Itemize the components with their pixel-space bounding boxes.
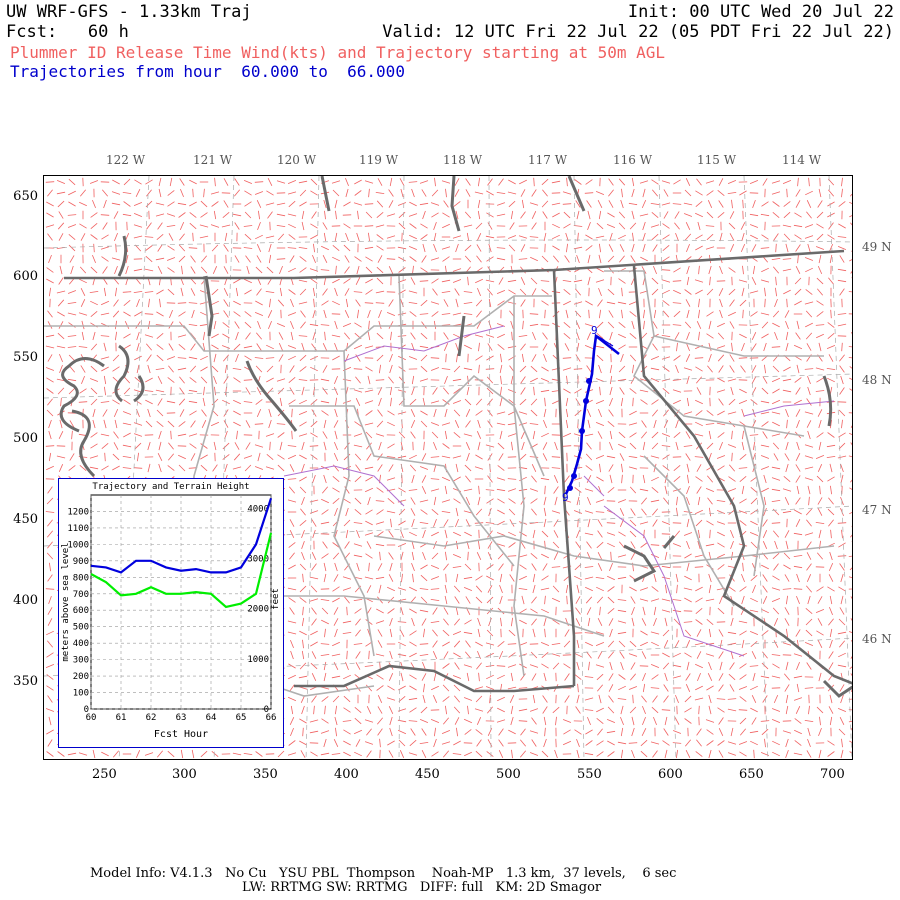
- wind-barbs-layer: [45, 177, 852, 759]
- lat-label: 49 N: [862, 240, 892, 254]
- inset-x-tick-label: 66: [266, 713, 277, 723]
- lat-label: 46 N: [862, 632, 892, 646]
- y-tick: 550: [13, 350, 38, 365]
- inset-y-tick-label: 400: [73, 639, 89, 649]
- model-title: UW WRF-GFS - 1.33km Traj: [6, 2, 252, 22]
- lon-label: 118 W: [443, 153, 483, 167]
- trajectory-start-marker: 9: [562, 491, 569, 504]
- inset-canvas: Trajectory and Terrain Height 1200 1100 10…: [61, 482, 281, 740]
- inset-title: Trajectory and Terrain Height: [92, 482, 249, 492]
- model-info: Model Info: V4.1.3 No Cu YSU PBL Thompso…: [90, 866, 677, 881]
- lon-label: 122 W: [106, 153, 146, 167]
- map-canvas: 9 9: [44, 176, 852, 759]
- y-tick: 400: [13, 593, 38, 608]
- x-tick: 300: [172, 767, 197, 782]
- inset-y-tick-label: 700: [73, 590, 89, 600]
- trajectory: 9 9: [562, 324, 620, 504]
- inset-feet-tick-label: 0: [264, 705, 269, 715]
- inset-x-tick-label: 63: [176, 713, 187, 723]
- x-tick: 350: [253, 767, 278, 782]
- inset-y-tick-label: 1100: [67, 524, 89, 534]
- inset-feet-tick-label: 4000: [247, 504, 269, 514]
- inset-y-tick-label: 100: [73, 689, 89, 699]
- forecast-hour: Fcst: 60 h: [6, 22, 129, 42]
- trajectory-height-line: [90, 497, 273, 574]
- inset-y-tick-label: 1000: [67, 540, 89, 550]
- inset-x-tick-label: 60: [86, 713, 97, 723]
- inset-feet-tick-label: 2000: [247, 605, 269, 615]
- inset-x-ticks: 60 61 62 63 64 65 66: [86, 713, 277, 723]
- physics-info: LW: RRTMG SW: RRTMG DIFF: full KM: 2D Sm…: [242, 880, 602, 895]
- y-tick: 600: [13, 269, 38, 284]
- inset-ylabel: meters above sea level: [61, 542, 71, 661]
- x-tick: 500: [496, 767, 521, 782]
- inset-grid: [90, 495, 272, 710]
- terrain-height-line: [90, 532, 273, 609]
- inset-y-tick-label: 900: [73, 557, 89, 567]
- lon-label: 117 W: [528, 153, 568, 167]
- lat-label: 48 N: [862, 373, 892, 387]
- height-inset-chart: Trajectory and Terrain Height 1200 1100 10…: [58, 478, 284, 748]
- x-tick: 650: [739, 767, 764, 782]
- inset-x-tick-label: 61: [116, 713, 127, 723]
- inset-x-tick-label: 64: [206, 713, 217, 723]
- x-tick: 250: [92, 767, 117, 782]
- x-tick: 550: [577, 767, 602, 782]
- lon-label: 119 W: [359, 153, 399, 167]
- x-tick: 450: [415, 767, 440, 782]
- lat-label: 47 N: [862, 503, 892, 517]
- inset-ylabel-right: feet: [271, 588, 281, 610]
- inset-y-tick-label: 600: [73, 606, 89, 616]
- borders: [64, 249, 852, 693]
- rivers: [283, 325, 835, 657]
- inset-y-tick-label: 800: [73, 573, 89, 583]
- init-time: Init: 00 UTC Wed 20 Jul 22: [627, 2, 894, 22]
- inset-feet-tick-label: 1000: [247, 655, 269, 665]
- valid-time: Valid: 12 UTC Fri 22 Jul 22 (05 PDT Fri …: [382, 22, 894, 42]
- inset-y-tick-label: 200: [73, 672, 89, 682]
- inset-x-tick-label: 62: [146, 713, 157, 723]
- inset-feet-tick-label: 3000: [247, 554, 269, 564]
- lon-label: 121 W: [193, 153, 233, 167]
- y-tick: 500: [13, 431, 38, 446]
- x-tick: 600: [658, 767, 683, 782]
- lon-label: 114 W: [782, 153, 822, 167]
- inset-plot-frame: [90, 494, 272, 710]
- y-tick: 350: [13, 674, 38, 689]
- inset-x-tick-label: 65: [236, 713, 247, 723]
- trajectory-end-marker: 9: [591, 324, 598, 337]
- inset-y-tick-label: 0: [84, 705, 89, 715]
- inset-xlabel: Fcst Hour: [154, 729, 208, 740]
- lon-label: 115 W: [697, 153, 737, 167]
- trajectory-range: Trajectories from hour 60.000 to 66.000: [10, 62, 405, 81]
- inset-y-tick-label: 300: [73, 656, 89, 666]
- inset-y-tick-label: 500: [73, 623, 89, 633]
- lon-label: 116 W: [613, 153, 653, 167]
- x-tick: 700: [820, 767, 845, 782]
- inset-y-tick-label: 1200: [67, 507, 89, 517]
- inset-feet-ticks: 4000 3000 2000 1000 0: [247, 504, 269, 715]
- y-tick: 650: [13, 189, 38, 204]
- lon-label: 120 W: [277, 153, 317, 167]
- coastline: [59, 176, 852, 698]
- x-tick: 400: [334, 767, 359, 782]
- map-description: Plummer ID Release Time Wind(kts) and Tr…: [10, 43, 666, 62]
- y-tick: 450: [13, 512, 38, 527]
